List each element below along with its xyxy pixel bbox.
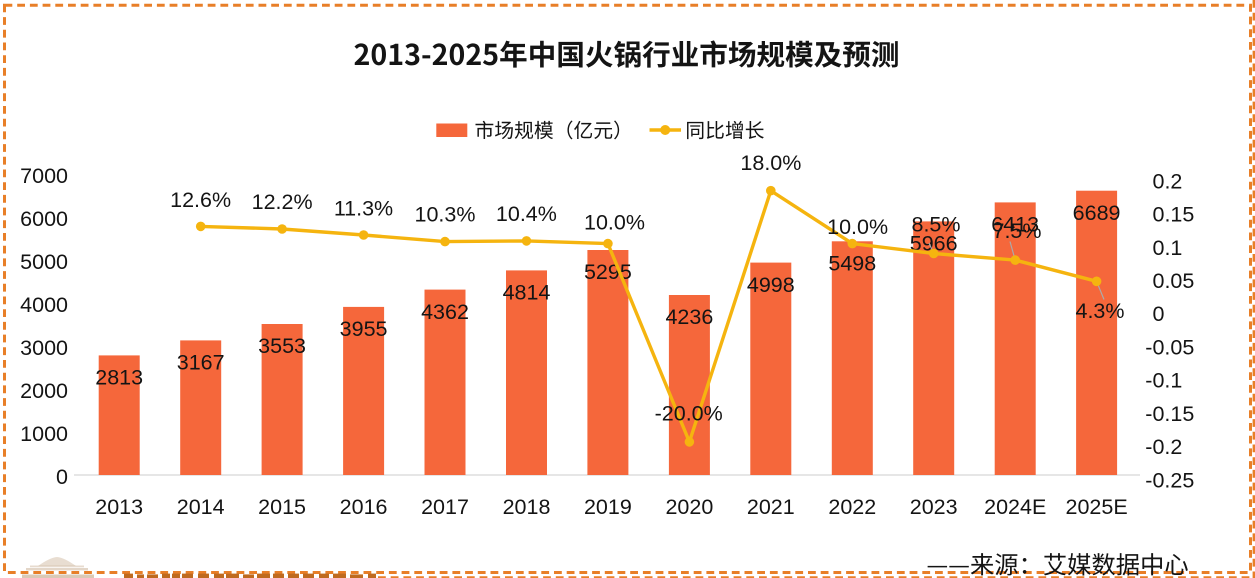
svg-text:10.3%: 10.3%	[415, 203, 476, 227]
svg-text:4.3%: 4.3%	[1075, 299, 1124, 323]
svg-text:4998: 4998	[747, 273, 795, 297]
svg-text:5498: 5498	[828, 252, 876, 276]
svg-text:12.2%: 12.2%	[252, 190, 313, 214]
svg-text:-0.25: -0.25	[1145, 468, 1194, 492]
svg-text:8.5%: 8.5%	[911, 213, 960, 237]
svg-text:6000: 6000	[20, 207, 68, 231]
svg-text:2017: 2017	[421, 495, 469, 519]
svg-text:0: 0	[56, 465, 68, 489]
svg-text:2021: 2021	[747, 495, 795, 519]
svg-text:10.0%: 10.0%	[827, 215, 888, 239]
svg-text:-0.2: -0.2	[1145, 435, 1182, 459]
svg-text:3553: 3553	[258, 334, 306, 358]
svg-text:2019: 2019	[584, 495, 632, 519]
svg-text:2813: 2813	[95, 366, 143, 390]
svg-text:1000: 1000	[20, 422, 68, 446]
svg-text:6689: 6689	[1073, 201, 1121, 225]
svg-text:2013: 2013	[95, 495, 143, 519]
svg-text:2020: 2020	[665, 495, 713, 519]
svg-text:-0.1: -0.1	[1145, 369, 1182, 393]
svg-text:12.6%: 12.6%	[170, 188, 231, 212]
svg-text:3167: 3167	[177, 351, 225, 375]
svg-text:2015: 2015	[258, 495, 306, 519]
svg-text:18.0%: 18.0%	[740, 151, 801, 175]
svg-text:2016: 2016	[340, 495, 388, 519]
svg-text:-0.15: -0.15	[1145, 402, 1194, 426]
svg-text:-0.05: -0.05	[1145, 335, 1194, 359]
svg-text:0.1: 0.1	[1153, 236, 1183, 260]
svg-text:2025E: 2025E	[1066, 495, 1128, 519]
svg-text:10.4%: 10.4%	[496, 202, 557, 226]
svg-text:4362: 4362	[421, 300, 469, 324]
svg-text:2014: 2014	[177, 495, 225, 519]
svg-text:3955: 3955	[340, 317, 388, 341]
svg-text:5000: 5000	[20, 250, 68, 274]
svg-text:2023: 2023	[910, 495, 958, 519]
svg-text:0.2: 0.2	[1153, 169, 1183, 193]
svg-text:0: 0	[1153, 302, 1165, 326]
svg-text:11.3%: 11.3%	[334, 197, 393, 221]
svg-text:2024E: 2024E	[984, 495, 1046, 519]
svg-text:2018: 2018	[503, 495, 551, 519]
svg-text:6413: 6413	[991, 213, 1039, 237]
svg-text:2000: 2000	[20, 379, 68, 403]
svg-text:2022: 2022	[828, 495, 876, 519]
svg-text:-20.0%: -20.0%	[655, 401, 723, 425]
svg-text:0.05: 0.05	[1153, 269, 1195, 293]
svg-text:3000: 3000	[20, 336, 68, 360]
svg-text:0.15: 0.15	[1153, 203, 1195, 227]
svg-text:7.5%: 7.5%	[992, 219, 1041, 243]
svg-text:7000: 7000	[20, 164, 68, 188]
svg-text:4814: 4814	[503, 281, 551, 305]
svg-text:4236: 4236	[665, 305, 713, 329]
svg-text:10.0%: 10.0%	[584, 211, 645, 235]
svg-text:4000: 4000	[20, 293, 68, 317]
